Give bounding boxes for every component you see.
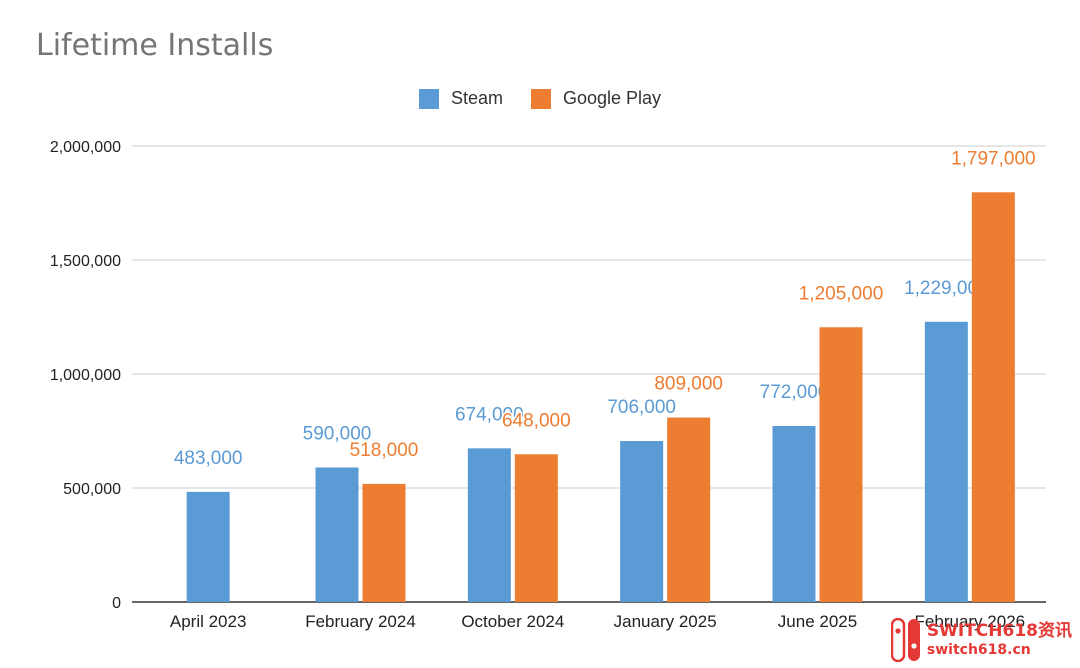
data-label-steam: 483,000: [174, 448, 243, 469]
data-label-google-play: 518,000: [350, 440, 419, 461]
x-tick-label: January 2025: [614, 612, 717, 631]
legend-item-google-play: Google Play: [530, 88, 662, 109]
bar-google-play: [667, 417, 711, 602]
y-tick-label: 500,000: [63, 481, 121, 498]
data-label-google-play: 809,000: [654, 374, 723, 395]
data-label-google-play: 1,205,000: [799, 283, 884, 304]
data-label-steam: 674,000: [455, 404, 524, 425]
switch-console-icon: [890, 618, 920, 662]
x-tick-label: April 2023: [170, 612, 247, 631]
y-tick-label: 0: [112, 595, 121, 612]
y-tick-label: 1,500,000: [50, 253, 121, 270]
x-tick-label: October 2024: [461, 612, 564, 631]
y-tick-label: 2,000,000: [50, 139, 121, 156]
data-label-google-play: 648,000: [502, 410, 571, 431]
bar-google-play: [362, 483, 406, 602]
x-tick-label: February 2026: [915, 612, 1026, 631]
bar-steam: [772, 425, 816, 602]
bar-steam: [620, 441, 664, 602]
bar-steam: [186, 491, 230, 602]
legend-label-steam: Steam: [450, 88, 503, 108]
legend-swatch-steam: [418, 88, 439, 109]
bar-google-play: [514, 454, 558, 602]
bar-google-play: [819, 327, 863, 602]
watermark-url: switch618.cn: [926, 641, 1031, 658]
legend-item-steam: Steam: [418, 88, 503, 109]
x-tick-label: February 2024: [305, 612, 416, 631]
legend-swatch-google-play: [530, 88, 551, 109]
data-label-steam: 590,000: [303, 423, 372, 444]
legend-label-google-play: Google Play: [562, 88, 662, 108]
chart-title: Lifetime Installs: [36, 28, 274, 63]
watermark: SWITCH618资讯 switch618.cn: [890, 618, 1072, 662]
y-tick-label: 1,000,000: [50, 367, 121, 384]
data-label-steam: 772,000: [760, 382, 829, 403]
data-label-steam: 706,000: [607, 397, 676, 418]
watermark-title: SWITCH618资讯: [926, 621, 1072, 642]
bar-steam: [924, 321, 968, 602]
data-label-google-play: 1,797,000: [951, 148, 1036, 169]
bar-steam: [315, 467, 359, 602]
x-tick-label: June 2025: [778, 612, 857, 631]
bar-google-play: [971, 192, 1015, 602]
chart-legend: Steam Google Play: [0, 88, 1080, 109]
bar-steam: [467, 448, 511, 602]
